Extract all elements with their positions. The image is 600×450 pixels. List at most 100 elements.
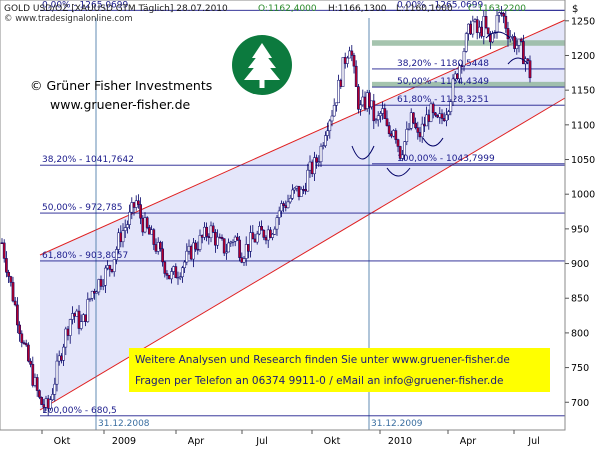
candle-body xyxy=(451,78,455,102)
candle-body xyxy=(143,217,147,233)
x-axis-label: Jul xyxy=(255,436,267,447)
candle-body xyxy=(370,100,373,108)
date-marker-label: 31.12.2009 xyxy=(371,419,423,429)
candle-body xyxy=(62,346,65,361)
candle-body xyxy=(341,57,345,87)
candle-body xyxy=(225,251,228,254)
candle-body xyxy=(218,236,222,239)
candle-body xyxy=(269,229,272,238)
candle-body xyxy=(271,233,274,238)
candle-body xyxy=(117,232,120,250)
candle-body xyxy=(82,314,85,322)
candle-body xyxy=(458,65,461,79)
candle-body xyxy=(526,58,530,61)
candle-body xyxy=(79,321,83,329)
candle-body xyxy=(515,45,519,49)
candle-body xyxy=(145,217,149,228)
candle-body xyxy=(337,79,340,104)
candle-body xyxy=(409,112,413,129)
y-axis-label: 1150 xyxy=(571,86,595,97)
candle-body xyxy=(178,276,182,279)
candle-body xyxy=(381,108,384,114)
candle-body xyxy=(383,108,387,119)
pattern-arc xyxy=(351,145,375,160)
candle-body xyxy=(414,122,417,128)
candle-body xyxy=(22,342,26,344)
candle-body xyxy=(308,161,312,171)
candle-body xyxy=(49,399,52,409)
candle-body xyxy=(2,242,6,259)
candle-body xyxy=(343,57,347,64)
candle-body xyxy=(174,266,178,279)
candle-body xyxy=(66,328,70,336)
x-axis-label: Jul xyxy=(527,436,539,447)
candle-body xyxy=(163,261,167,274)
candle-body xyxy=(390,133,393,137)
pattern-arc xyxy=(507,57,529,65)
candle-body xyxy=(394,130,398,140)
ohlc-close: C:1163,2200 xyxy=(468,4,526,14)
candle-body xyxy=(262,229,266,238)
candle-body xyxy=(491,32,494,43)
candle-body xyxy=(211,225,215,233)
candle-body xyxy=(64,328,68,348)
candle-body xyxy=(286,201,290,209)
candle-body xyxy=(251,232,255,240)
candle-body xyxy=(522,41,525,65)
candle-body xyxy=(504,15,508,29)
info-box-line-contact: Fragen per Telefon an 06374 9911-0 / eMa… xyxy=(135,375,503,387)
currency-symbol: $ xyxy=(572,4,578,15)
candle-body xyxy=(119,232,123,243)
info-box: Weitere Analysen und Research finden Sie… xyxy=(129,348,550,392)
candle-body xyxy=(317,161,321,164)
candle-body xyxy=(258,226,261,235)
candle-body xyxy=(453,73,457,80)
candle-body xyxy=(88,298,92,300)
candle-body xyxy=(101,285,105,287)
candle-body xyxy=(139,204,142,219)
candle-body xyxy=(266,229,270,241)
company-website: www.gruener-fisher.de xyxy=(50,97,191,112)
candle-body xyxy=(392,130,395,137)
candle-body xyxy=(126,224,129,228)
info-box-line-research: Weitere Analysen und Research finden Sie… xyxy=(135,354,510,366)
candle-body xyxy=(123,227,127,231)
candle-body xyxy=(33,377,37,386)
candle-body xyxy=(11,282,15,302)
candle-body xyxy=(130,202,134,213)
candle-body xyxy=(150,229,153,235)
candle-body xyxy=(361,96,365,106)
candle-body xyxy=(108,265,112,270)
candle-body xyxy=(482,16,486,37)
candle-body xyxy=(357,86,360,110)
y-axis-label: 1050 xyxy=(571,155,595,166)
candle-body xyxy=(71,313,74,320)
candle-body xyxy=(159,241,162,250)
candle-body xyxy=(128,211,131,225)
candle-body xyxy=(407,128,411,130)
candle-body xyxy=(203,226,206,238)
candle-body xyxy=(326,130,329,136)
candle-body xyxy=(255,233,259,243)
candle-body xyxy=(16,304,19,326)
candle-body xyxy=(442,118,446,121)
candle-body xyxy=(44,398,48,408)
candle-body xyxy=(277,210,281,218)
candle-body xyxy=(222,238,226,254)
candle-body xyxy=(260,226,263,231)
candle-body xyxy=(440,113,444,119)
candle-body xyxy=(313,157,316,175)
ohlc-open: O:1162,4000 xyxy=(258,4,317,14)
candle-body xyxy=(528,60,532,79)
candle-body xyxy=(238,239,241,258)
candle-body xyxy=(449,101,453,112)
y-axis-label: 1200 xyxy=(571,51,595,62)
candle-body xyxy=(519,38,523,42)
candle-body xyxy=(200,235,204,238)
fibonacci-label: 38,20% - 1041,7642 xyxy=(42,155,134,165)
candle-body xyxy=(35,377,39,391)
candle-body xyxy=(240,257,244,263)
candle-body xyxy=(156,241,160,252)
candle-body xyxy=(110,269,114,272)
candle-body xyxy=(189,245,193,260)
